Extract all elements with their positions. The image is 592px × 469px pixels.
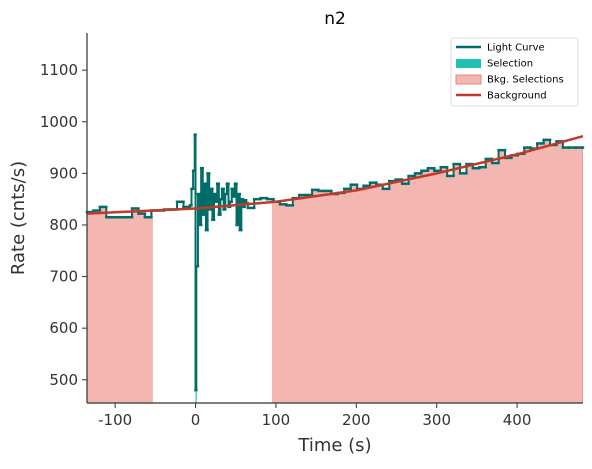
chart-title: n2 [324, 9, 346, 29]
legend-swatch [455, 74, 482, 85]
y-tick-label: 1000 [40, 113, 78, 131]
y-tick-label: 1100 [40, 61, 78, 79]
x-tick-label: 0 [191, 411, 201, 429]
x-axis-label: Time (s) [297, 435, 371, 456]
x-tick-label: -100 [98, 411, 132, 429]
x-tick-label: 400 [503, 411, 532, 429]
y-axis-label: Rate (cnts/s) [8, 161, 29, 275]
x-tick-label: 200 [342, 411, 371, 429]
y-tick-label: 600 [49, 319, 78, 337]
x-tick-label: 100 [262, 411, 291, 429]
legend-label: Selection [487, 59, 533, 70]
legend-label: Light Curve [487, 43, 545, 54]
background-line [86, 135, 584, 215]
y-tick-label: 800 [49, 216, 78, 234]
legend-label: Bkg. Selections [487, 75, 564, 86]
x-tick-label: 300 [422, 411, 451, 429]
y-tick-label: 500 [49, 371, 78, 389]
bkg-selection [87, 206, 153, 403]
bkg-selection [271, 139, 583, 403]
legend-label: Background [487, 91, 547, 102]
y-tick-label: 700 [49, 268, 78, 286]
legend-box [450, 37, 579, 107]
y-tick-label: 900 [49, 164, 78, 182]
legend-swatch [456, 59, 481, 68]
